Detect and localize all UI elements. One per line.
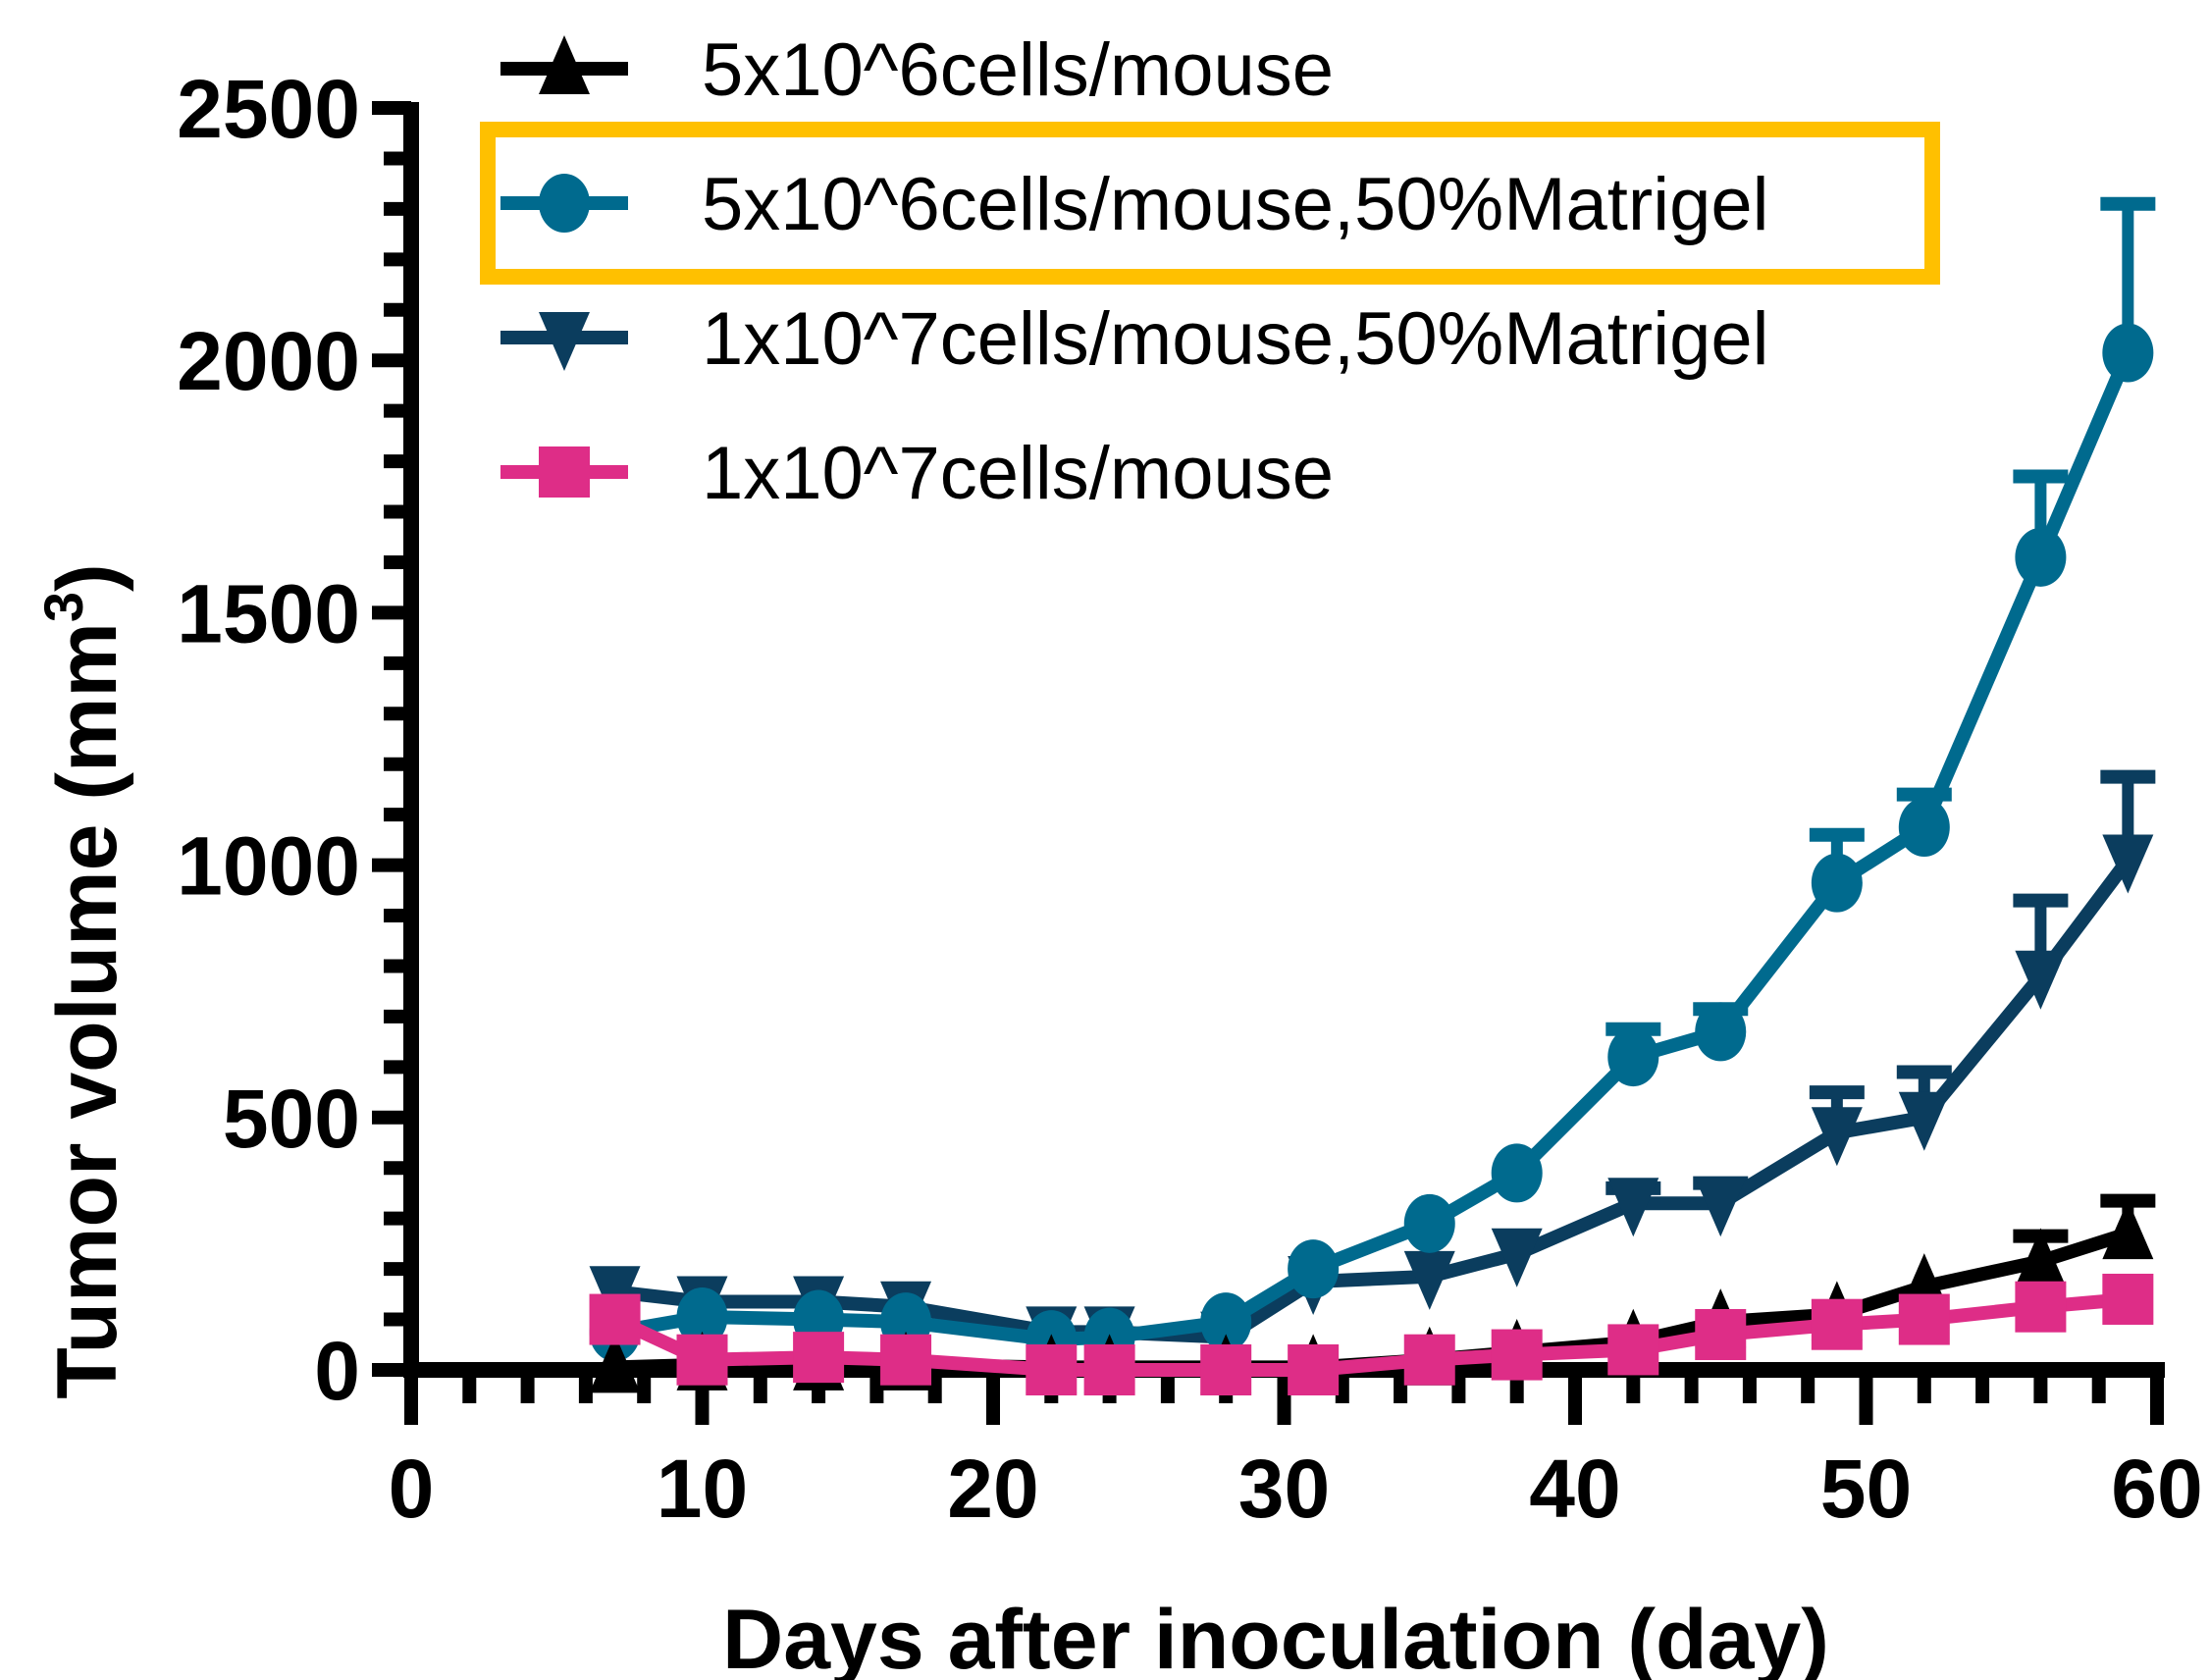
data-point xyxy=(1695,1002,1747,1062)
series-line xyxy=(613,856,2133,1344)
data-point xyxy=(793,1332,845,1384)
legend-label: 1x10^7cells/mouse xyxy=(702,432,1334,515)
data-point xyxy=(1026,1344,1078,1395)
data-point xyxy=(1491,1228,1543,1287)
data-point xyxy=(2102,834,2154,894)
y-axis-title-superscript: 3 xyxy=(32,592,94,622)
y-tick-label: 500 xyxy=(223,1073,360,1165)
y-tick-label: 0 xyxy=(314,1325,360,1417)
y-tick-label: 1500 xyxy=(177,567,360,659)
x-tick-label: 50 xyxy=(1820,1443,1912,1535)
y-axis-title-main: Tumor volume (mm xyxy=(40,622,134,1399)
x-axis-title: Days after inoculation (day) xyxy=(722,1593,1829,1680)
legend-item: 1x10^7cells/mouse xyxy=(500,432,1334,515)
data-point xyxy=(2015,1281,2067,1333)
data-point xyxy=(1403,1334,1455,1386)
legend-marker xyxy=(539,174,590,233)
legend-label: 1x10^7cells/mouse,50%Matrigel xyxy=(702,297,1769,381)
data-point xyxy=(2102,323,2154,383)
data-point xyxy=(1695,1308,1747,1360)
series-line xyxy=(611,1292,2129,1377)
data-point xyxy=(880,1334,932,1386)
data-point xyxy=(1288,1239,1340,1299)
data-point xyxy=(676,1334,728,1386)
data-point xyxy=(1811,853,1863,913)
axes: 0 500 1000 1500 2000 2500 0 10 20 30 40 50 60 xyxy=(177,63,2203,1535)
legend-item: 5x10^6cells/mouse,50%Matrigel xyxy=(500,163,1769,246)
legend-label: 5x10^6cells/mouse xyxy=(702,28,1334,112)
x-tick-label: 30 xyxy=(1238,1443,1330,1535)
data-point xyxy=(2102,1200,2154,1260)
data-point xyxy=(1695,1178,1747,1237)
data-point xyxy=(1898,1293,1950,1345)
x-tick-label: 20 xyxy=(947,1443,1038,1535)
y-tick-label: 2500 xyxy=(177,63,360,155)
data-point xyxy=(1898,1091,1950,1151)
legend-marker xyxy=(539,312,590,371)
data-point xyxy=(1811,1298,1863,1350)
data-point xyxy=(1898,798,1950,858)
data-point xyxy=(589,1293,641,1345)
x-tick-label: 0 xyxy=(389,1443,435,1535)
data-point xyxy=(2102,1273,2154,1325)
data-point xyxy=(589,1334,641,1393)
data-point xyxy=(1491,1143,1543,1203)
data-point xyxy=(1607,1324,1659,1376)
data-point xyxy=(1491,1329,1543,1381)
series-3 xyxy=(589,1273,2154,1395)
legend-marker xyxy=(539,446,590,498)
data-point xyxy=(1811,1107,1863,1167)
data-point xyxy=(1200,1344,1252,1395)
y-axis-title-suffix: ) xyxy=(40,563,134,592)
y-tick-label: 2000 xyxy=(177,315,360,407)
data-point xyxy=(2015,527,2067,587)
x-tick-label: 40 xyxy=(1529,1443,1620,1535)
legend-marker xyxy=(539,35,590,94)
plot-area xyxy=(589,196,2156,1395)
series-line xyxy=(613,349,2134,1347)
legend-highlight-box xyxy=(480,122,1940,285)
y-tick-label: 1000 xyxy=(177,820,360,913)
data-point xyxy=(1607,1178,1659,1237)
data-point xyxy=(676,1286,728,1346)
data-point xyxy=(2015,1228,2067,1287)
y-axis-title: Tumor volume (mm3) xyxy=(32,563,134,1398)
legend-item: 1x10^7cells/mouse,50%Matrigel xyxy=(500,297,1769,381)
legend-item: 5x10^6cells/mouse xyxy=(500,28,1334,112)
data-point xyxy=(1288,1344,1340,1395)
data-point xyxy=(1200,1292,1252,1352)
data-point xyxy=(2015,950,2067,1010)
legend: 5x10^6cells/mouse 5x10^6cells/mouse,50%Ma… xyxy=(480,28,1940,515)
x-tick-label: 60 xyxy=(2111,1443,2202,1535)
data-point xyxy=(1607,1027,1659,1087)
x-tick-label: 10 xyxy=(657,1443,748,1535)
data-point xyxy=(1403,1250,1455,1310)
data-point xyxy=(1083,1344,1135,1395)
legend-label: 5x10^6cells/mouse,50%Matrigel xyxy=(702,163,1769,246)
data-point xyxy=(1403,1193,1455,1253)
